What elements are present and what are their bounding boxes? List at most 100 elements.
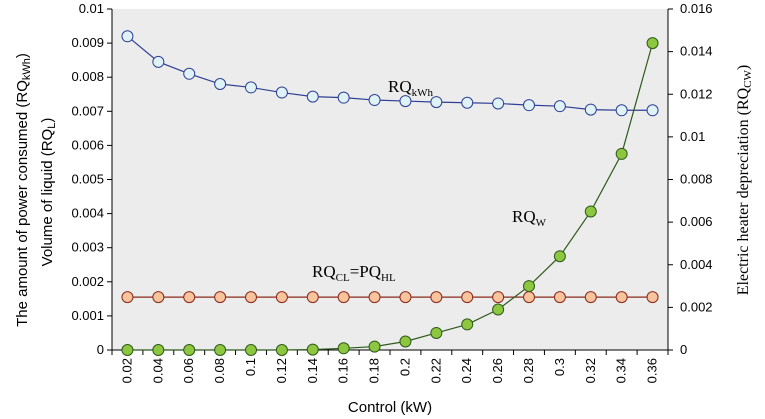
right-tick-label: 0.01 bbox=[680, 129, 705, 144]
series-0-point bbox=[615, 104, 628, 117]
series-2-point bbox=[368, 340, 381, 353]
series-1-point bbox=[121, 291, 134, 304]
series-0-point bbox=[368, 94, 381, 107]
right-tick-label: 0.014 bbox=[680, 44, 713, 59]
series-0-point bbox=[337, 91, 350, 104]
series-layer bbox=[121, 30, 659, 356]
x-tick-label: 0.12 bbox=[274, 358, 289, 383]
series-0-point bbox=[523, 99, 535, 112]
left-tick-label: 0.005 bbox=[71, 172, 104, 187]
left-tick-label: 0.009 bbox=[71, 35, 104, 50]
left-tick-label: 0 bbox=[97, 342, 104, 357]
left-tick-label: 0.003 bbox=[71, 240, 104, 255]
x-tick-label: 0.3 bbox=[552, 358, 567, 376]
series-2-point bbox=[275, 344, 288, 356]
x-tick-label: 0.08 bbox=[212, 358, 227, 383]
series-0-point bbox=[553, 100, 566, 113]
series-2-point bbox=[646, 37, 659, 50]
series-1-point bbox=[461, 291, 474, 304]
series-0-point bbox=[306, 90, 319, 103]
series-0-point bbox=[461, 96, 474, 109]
right-tick-label: 0.008 bbox=[680, 172, 713, 187]
left-tick-label: 0.001 bbox=[71, 308, 104, 323]
series-0-point bbox=[214, 78, 227, 91]
series-1-point bbox=[275, 291, 288, 304]
series-label-rqkwh: RQkWh bbox=[388, 77, 434, 99]
series-1-point bbox=[584, 291, 597, 304]
series-1-point bbox=[183, 291, 196, 304]
series-0-point bbox=[399, 95, 412, 108]
series-1-point bbox=[337, 291, 350, 304]
series-2-point bbox=[399, 335, 412, 348]
left-axis-ticks: 0 0.001 0.002 0.003 0.004 0.005 0.006 0.007 0.00… bbox=[71, 1, 112, 357]
series-label-rqw: RQW bbox=[512, 207, 547, 229]
series-2-point bbox=[615, 147, 628, 160]
x-tick-label: 0.34 bbox=[614, 358, 629, 383]
right-axis-ticks: 0 0.002 0.004 0.006 0.008 0.01 0.012 0.014 0.016 bbox=[668, 1, 713, 357]
series-1-point bbox=[368, 291, 381, 304]
series-2-point bbox=[461, 318, 474, 331]
series-0-point bbox=[646, 104, 659, 117]
left-tick-label: 0.002 bbox=[71, 274, 104, 289]
series-2-point bbox=[523, 280, 535, 293]
right-tick-label: 0 bbox=[680, 342, 687, 357]
x-tick-label: 0.18 bbox=[367, 358, 382, 383]
series-2-point bbox=[214, 344, 227, 356]
y-left2-axis-title: Volume of liquid (RQL) bbox=[39, 118, 58, 267]
x-tick-label: 0.14 bbox=[305, 358, 320, 383]
x-tick-label: 0.02 bbox=[119, 358, 134, 383]
series-2-point bbox=[245, 344, 257, 356]
series-0-point bbox=[430, 96, 443, 109]
right-tick-label: 0.002 bbox=[680, 299, 713, 314]
series-2-point bbox=[492, 303, 505, 316]
series-2-point bbox=[553, 250, 566, 263]
series-1-point bbox=[214, 291, 227, 304]
series-2-point bbox=[584, 205, 597, 218]
series-1-point bbox=[430, 291, 443, 304]
x-tick-label: 0.04 bbox=[150, 358, 165, 383]
series-1-point bbox=[245, 291, 257, 304]
series-0-point bbox=[183, 67, 196, 80]
series-1-point bbox=[152, 291, 165, 304]
series-1-point bbox=[553, 291, 566, 304]
series-2-point bbox=[152, 344, 165, 356]
series-0-point bbox=[152, 55, 165, 68]
plot-area bbox=[112, 9, 668, 350]
series-2-point bbox=[337, 342, 350, 355]
left-tick-label: 0.008 bbox=[71, 69, 104, 84]
series-1-point bbox=[523, 291, 535, 304]
left-tick-label: 0.006 bbox=[71, 137, 104, 152]
x-axis-ticks: 0.02 0.04 0.06 0.08 0.1 0.12 0.14 0.16 0.18 0.2 0.… bbox=[111, 350, 669, 383]
left-tick-label: 0.01 bbox=[79, 1, 104, 16]
right-tick-label: 0.012 bbox=[680, 86, 713, 101]
x-tick-label: 0.26 bbox=[490, 358, 505, 383]
series-2-point bbox=[306, 343, 319, 356]
series-1-point bbox=[306, 291, 319, 304]
left-tick-label: 0.007 bbox=[71, 103, 104, 118]
series-0-point bbox=[121, 30, 134, 43]
series-2-point bbox=[430, 326, 443, 339]
left-tick-label: 0.004 bbox=[71, 206, 104, 221]
x-tick-label: 0.22 bbox=[428, 358, 443, 383]
x-tick-label: 0.24 bbox=[459, 358, 474, 383]
x-axis-title: Control (kW) bbox=[348, 399, 432, 416]
x-tick-label: 0.36 bbox=[645, 358, 660, 383]
series-1-point bbox=[646, 291, 659, 304]
x-tick-label: 0.16 bbox=[336, 358, 351, 383]
x-tick-label: 0.28 bbox=[521, 358, 536, 383]
series-2-point bbox=[183, 344, 196, 356]
right-tick-label: 0.004 bbox=[680, 257, 713, 272]
series-0-point bbox=[492, 97, 505, 110]
right-tick-label: 0.016 bbox=[680, 1, 713, 16]
series-1-point bbox=[492, 291, 505, 304]
series-0-point bbox=[584, 103, 597, 116]
x-tick-label: 0.06 bbox=[181, 358, 196, 383]
x-tick-label: 0.2 bbox=[397, 358, 412, 376]
series-2-point bbox=[121, 344, 134, 356]
y-left-axis-title: The amount of power consumed (RQkWh) bbox=[14, 53, 33, 327]
series-0-point bbox=[245, 81, 257, 94]
series-0-point bbox=[275, 86, 288, 99]
x-tick-label: 0.1 bbox=[243, 358, 258, 376]
right-tick-label: 0.006 bbox=[680, 214, 713, 229]
